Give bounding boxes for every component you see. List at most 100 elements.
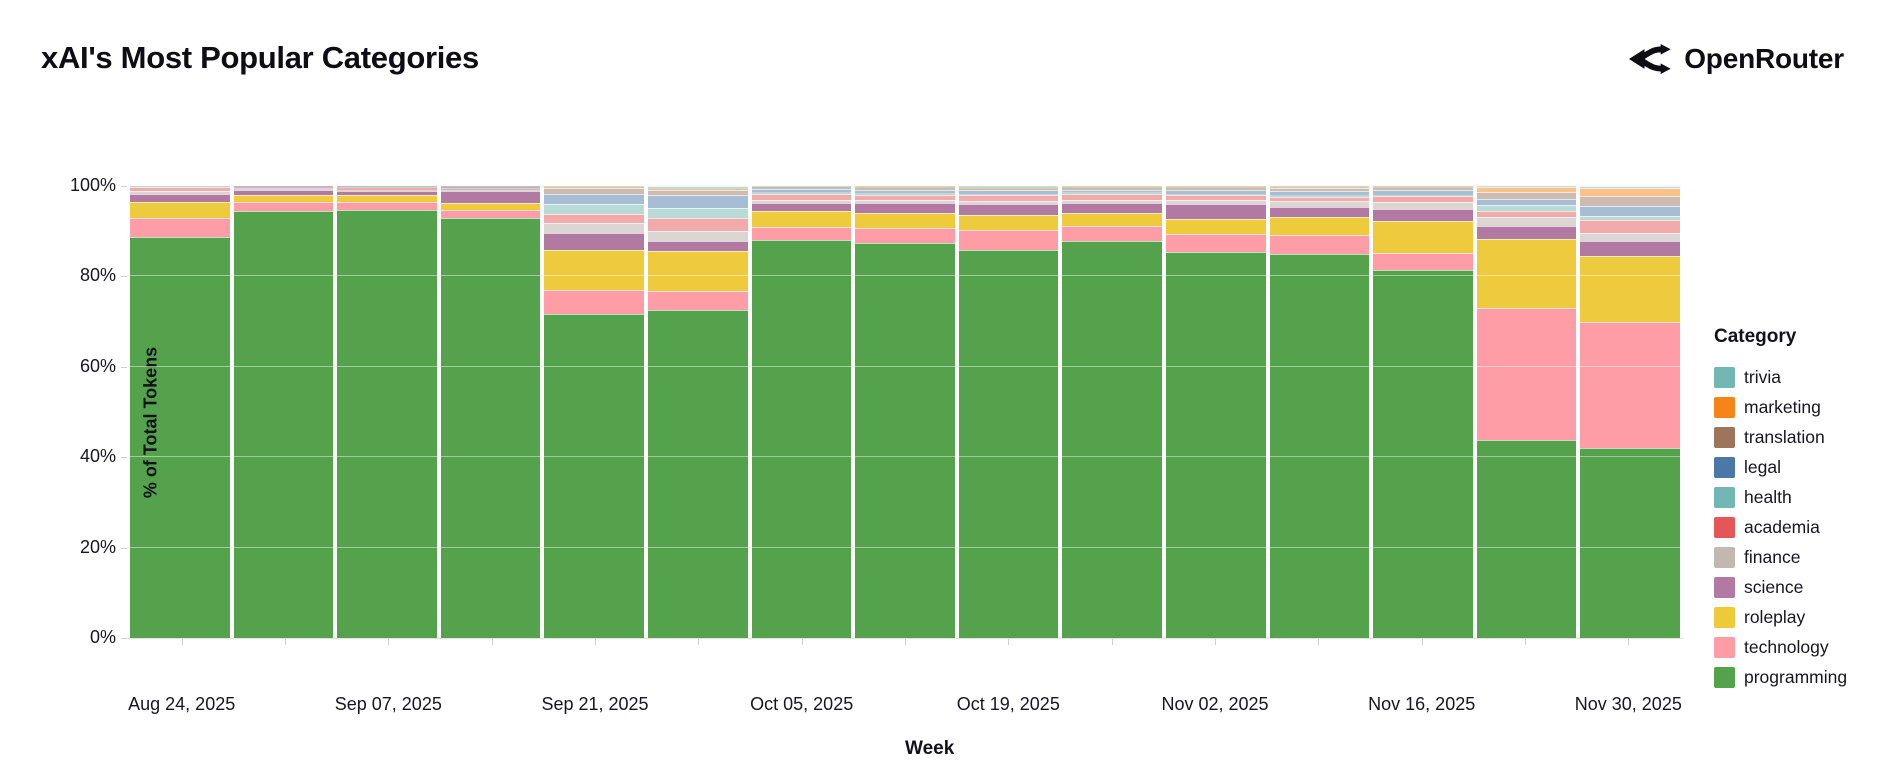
bar-segment-programming[interactable] bbox=[1062, 241, 1162, 638]
bar-segment-roleplay[interactable] bbox=[855, 213, 955, 228]
x-tick-mark bbox=[595, 639, 596, 645]
bar-segment-finance[interactable] bbox=[648, 231, 748, 241]
bar-segment-roleplay[interactable] bbox=[1166, 219, 1266, 234]
bar-segment-science[interactable] bbox=[130, 194, 230, 202]
bars-container bbox=[130, 186, 1680, 638]
bar-segment-legal[interactable] bbox=[648, 195, 748, 208]
legend-item-translation: translation bbox=[1714, 422, 1884, 452]
bar-segment-roleplay[interactable] bbox=[1373, 221, 1473, 253]
bar-segment-technology[interactable] bbox=[337, 202, 437, 210]
bar-segment-technology[interactable] bbox=[1580, 322, 1680, 448]
bar-segment-programming[interactable] bbox=[1477, 440, 1577, 638]
legend-swatch-health bbox=[1714, 487, 1735, 508]
bar-segment-science[interactable] bbox=[544, 233, 644, 250]
bar-segment-roleplay[interactable] bbox=[1477, 239, 1577, 308]
legend-swatch-legal bbox=[1714, 457, 1735, 478]
x-tick-label: Nov 16, 2025 bbox=[1368, 694, 1475, 715]
bar-segment-science[interactable] bbox=[959, 204, 1059, 215]
bar-segment-technology[interactable] bbox=[648, 291, 748, 310]
bar-segment-technology[interactable] bbox=[544, 290, 644, 314]
bar-week-8 bbox=[959, 186, 1059, 638]
bar-segment-roleplay[interactable] bbox=[130, 202, 230, 218]
bar-segment-technology[interactable] bbox=[1166, 234, 1266, 253]
bar-segment-science[interactable] bbox=[1062, 203, 1162, 213]
x-tick-label: Nov 02, 2025 bbox=[1161, 694, 1268, 715]
bar-segment-science[interactable] bbox=[1580, 241, 1680, 256]
x-tick-label: Sep 21, 2025 bbox=[541, 694, 648, 715]
bar-segment-translation[interactable] bbox=[1580, 196, 1680, 206]
bar-segment-technology[interactable] bbox=[234, 202, 334, 211]
bar-segment-science[interactable] bbox=[1477, 226, 1577, 239]
bar-segment-translation[interactable] bbox=[1477, 192, 1577, 199]
bar-segment-programming[interactable] bbox=[441, 218, 541, 637]
x-tick-mark bbox=[1628, 639, 1629, 645]
bar-segment-programming[interactable] bbox=[1373, 270, 1473, 638]
bar-segment-marketing[interactable] bbox=[1580, 188, 1680, 196]
x-tick-mark bbox=[1318, 639, 1319, 645]
bar-segment-science[interactable] bbox=[1270, 207, 1370, 217]
bar-segment-programming[interactable] bbox=[1580, 448, 1680, 638]
bar-segment-academia[interactable] bbox=[1580, 220, 1680, 233]
bar-segment-programming[interactable] bbox=[855, 243, 955, 638]
bar-segment-finance[interactable] bbox=[1580, 233, 1680, 241]
bar-segment-technology[interactable] bbox=[1270, 235, 1370, 254]
bar-segment-roleplay[interactable] bbox=[1270, 217, 1370, 235]
legend-label: finance bbox=[1744, 547, 1800, 568]
bar-segment-technology[interactable] bbox=[855, 228, 955, 243]
bar-segment-finance[interactable] bbox=[1477, 217, 1577, 226]
bar-segment-legal[interactable] bbox=[544, 194, 644, 204]
bar-segment-science[interactable] bbox=[752, 203, 852, 211]
legend-swatch-roleplay bbox=[1714, 607, 1735, 628]
bar-segment-technology[interactable] bbox=[752, 227, 852, 240]
bar-segment-programming[interactable] bbox=[544, 314, 644, 638]
bar-segment-health[interactable] bbox=[648, 208, 748, 218]
bar-segment-roleplay[interactable] bbox=[234, 195, 334, 202]
x-tick-mark bbox=[492, 639, 493, 645]
x-tick-mark bbox=[1525, 639, 1526, 645]
legend-item-legal: legal bbox=[1714, 452, 1884, 482]
legend-item-trivia: trivia bbox=[1714, 362, 1884, 392]
bar-segment-roleplay[interactable] bbox=[648, 251, 748, 291]
bar-segment-academia[interactable] bbox=[648, 218, 748, 231]
bar-segment-roleplay[interactable] bbox=[1062, 213, 1162, 226]
bar-week-4 bbox=[544, 186, 644, 638]
openrouter-logo-icon bbox=[1629, 42, 1671, 76]
bar-segment-roleplay[interactable] bbox=[1580, 256, 1680, 322]
bar-segment-science[interactable] bbox=[648, 241, 748, 251]
x-tick-mark bbox=[182, 639, 183, 645]
bar-segment-programming[interactable] bbox=[648, 310, 748, 638]
bar-segment-roleplay[interactable] bbox=[544, 250, 644, 290]
bar-segment-finance[interactable] bbox=[544, 223, 644, 233]
bar-segment-programming[interactable] bbox=[959, 250, 1059, 638]
bar-segment-technology[interactable] bbox=[1062, 226, 1162, 241]
bar-segment-legal[interactable] bbox=[1580, 206, 1680, 216]
legend-label: science bbox=[1744, 577, 1803, 598]
bar-segment-roleplay[interactable] bbox=[752, 211, 852, 227]
bar-segment-technology[interactable] bbox=[1477, 308, 1577, 440]
bar-segment-technology[interactable] bbox=[130, 218, 230, 237]
y-tick-label-60: 60% bbox=[26, 356, 116, 377]
bar-segment-roleplay[interactable] bbox=[441, 203, 541, 210]
bar-segment-health[interactable] bbox=[544, 204, 644, 214]
bar-segment-programming[interactable] bbox=[1270, 254, 1370, 638]
bar-segment-science[interactable] bbox=[855, 203, 955, 213]
bar-segment-programming[interactable] bbox=[337, 210, 437, 638]
bar-segment-science[interactable] bbox=[441, 191, 541, 202]
bar-segment-technology[interactable] bbox=[959, 230, 1059, 250]
brand-text: OpenRouter bbox=[1684, 43, 1844, 75]
x-tick-label: Nov 30, 2025 bbox=[1575, 694, 1682, 715]
bar-segment-science[interactable] bbox=[1373, 209, 1473, 221]
bar-segment-science[interactable] bbox=[1166, 204, 1266, 218]
bar-segment-technology[interactable] bbox=[441, 210, 541, 219]
bar-segment-technology[interactable] bbox=[1373, 253, 1473, 270]
bar-segment-roleplay[interactable] bbox=[959, 215, 1059, 230]
bar-segment-programming[interactable] bbox=[752, 240, 852, 638]
bar-segment-programming[interactable] bbox=[1166, 252, 1266, 638]
bar-segment-roleplay[interactable] bbox=[337, 195, 437, 202]
bar-segment-finance[interactable] bbox=[1373, 202, 1473, 209]
x-tick-mark bbox=[1008, 639, 1009, 645]
bar-week-12 bbox=[1373, 186, 1473, 638]
bar-segment-academia[interactable] bbox=[544, 214, 644, 224]
bar-segment-programming[interactable] bbox=[234, 211, 334, 638]
openrouter-logo: OpenRouter bbox=[1629, 42, 1844, 76]
